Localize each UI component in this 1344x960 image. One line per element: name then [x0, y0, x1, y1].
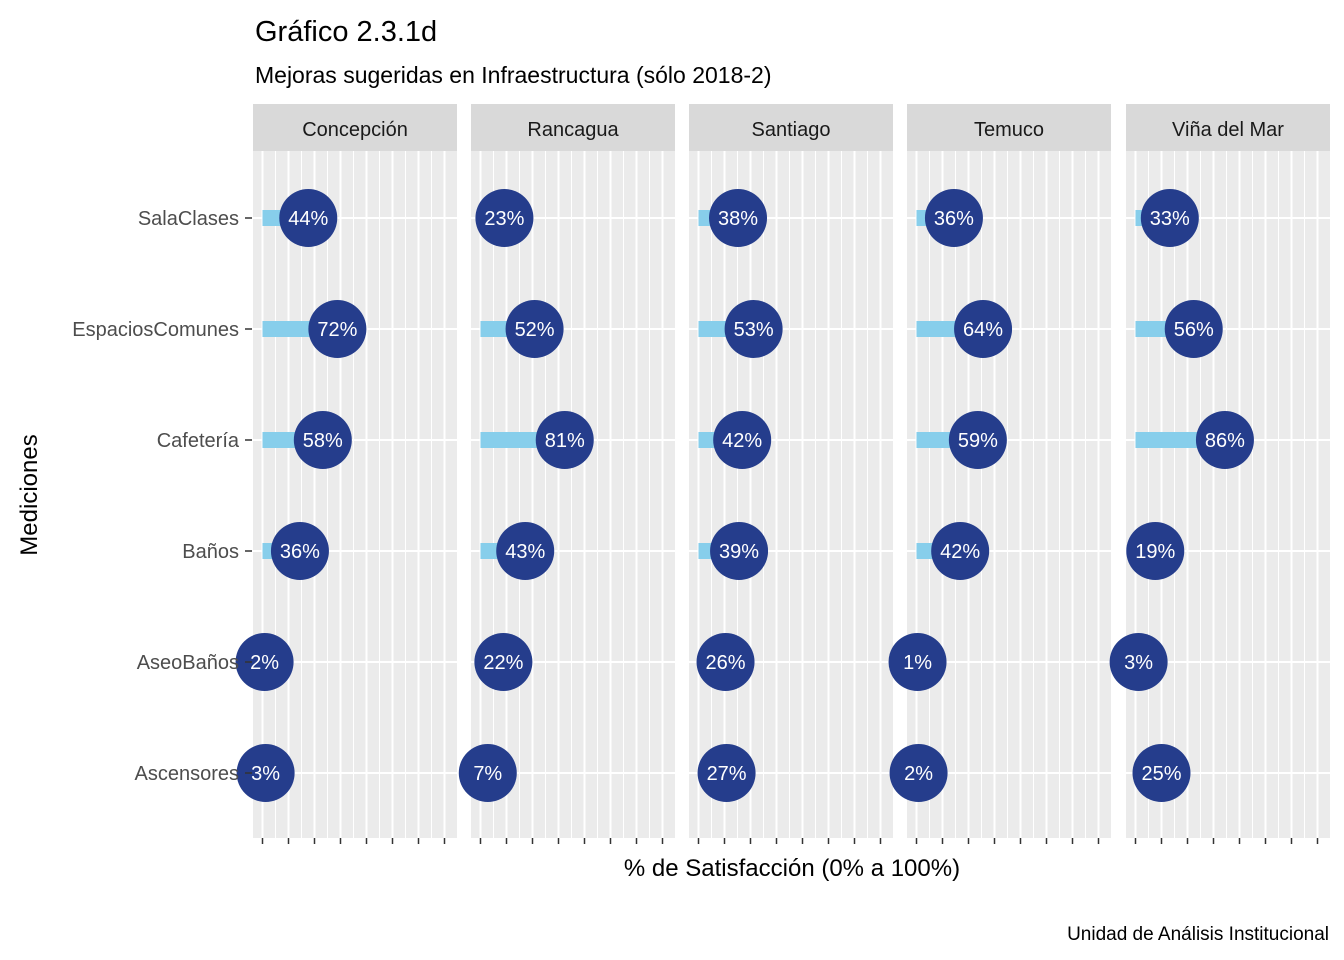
data-label: 72% [317, 319, 357, 341]
lollipop-point [1195, 411, 1254, 469]
data-label: 52% [515, 319, 555, 341]
lollipop-point [696, 633, 755, 691]
lollipop-point [1140, 189, 1199, 247]
lollipop-point [724, 300, 783, 358]
lollipop-point [270, 522, 329, 580]
facet-strip [907, 104, 1111, 151]
facet-strip-label: Viña del Mar [1172, 119, 1284, 141]
data-label: 42% [722, 430, 762, 452]
facet-panel: Viña del Mar 33% 56% 86% 19% 3% 25% [1109, 104, 1330, 844]
data-label: 23% [484, 208, 524, 230]
panel-background [1126, 151, 1330, 838]
lollipop-point [236, 744, 295, 802]
facet-panel: Rancagua 23% 52% 81% 43% 22% 7% [458, 104, 675, 844]
facet-strip [689, 104, 893, 151]
lollipop-point [948, 411, 1007, 469]
facet-strip-label: Temuco [974, 119, 1044, 141]
lollipop-point [308, 300, 367, 358]
data-label: 53% [734, 319, 774, 341]
lollipop-point [1109, 633, 1168, 691]
data-label: 2% [904, 763, 933, 785]
data-label: 44% [288, 208, 328, 230]
y-tick-label: Cafetería [157, 430, 240, 452]
lollipop-point [1164, 300, 1223, 358]
panel-background [471, 151, 675, 838]
lollipop-point [279, 189, 338, 247]
y-tick-label: Ascensores [135, 763, 240, 785]
data-label: 86% [1205, 430, 1245, 452]
panel-background [689, 151, 893, 838]
data-label: 3% [1124, 652, 1153, 674]
facet-strip-label: Rancagua [527, 119, 619, 141]
chart-caption: Unidad de Análisis Institucional [1067, 924, 1329, 945]
lollipop-point [889, 744, 948, 802]
facet-strip-label: Santiago [752, 119, 831, 141]
data-label: 39% [719, 541, 759, 563]
chart-title: Gráfico 2.3.1d [255, 16, 437, 48]
data-label: 42% [940, 541, 980, 563]
y-tick-label: SalaClases [138, 208, 239, 230]
lollipop-point [931, 522, 990, 580]
lollipop-point [713, 411, 772, 469]
lollipop-point [1126, 522, 1185, 580]
lollipop-point [697, 744, 756, 802]
lollipop-point [924, 189, 983, 247]
data-label: 27% [707, 763, 747, 785]
data-label: 36% [934, 208, 974, 230]
lollipop-point [710, 522, 769, 580]
data-label: 81% [545, 430, 585, 452]
facet-panel: Concepción 44% 72% 58% 36% 2% 3% [235, 104, 457, 844]
data-label: 2% [250, 652, 279, 674]
y-tick-label: EspaciosComunes [72, 319, 239, 341]
data-label: 36% [280, 541, 320, 563]
lollipop-point [235, 633, 294, 691]
y-tick-label: AseoBaños [137, 652, 239, 674]
data-label: 43% [505, 541, 545, 563]
data-label: 7% [473, 763, 502, 785]
lollipop-point [505, 300, 564, 358]
lollipop-point [474, 633, 533, 691]
chart-subtitle: Mejoras sugeridas en Infraestructura (só… [255, 62, 771, 88]
lollipop-point [709, 189, 768, 247]
data-label: 64% [963, 319, 1003, 341]
data-label: 19% [1135, 541, 1175, 563]
lollipop-point [475, 189, 534, 247]
data-label: 38% [718, 208, 758, 230]
facet-strip [471, 104, 675, 151]
lollipop-point [458, 744, 517, 802]
data-label: 58% [303, 430, 343, 452]
facet-panels: Concepción 44% 72% 58% 36% 2% 3% Rancagua 23% 52%… [235, 104, 1330, 844]
facet-strip-label: Concepción [302, 119, 408, 141]
y-axis-labels: SalaClases EspaciosComunes Cafetería Baños A… [72, 208, 252, 785]
y-axis-title: Mediciones [16, 434, 43, 555]
data-label: 3% [251, 763, 280, 785]
data-label: 59% [958, 430, 998, 452]
facet-panel: Santiago 38% 53% 42% 39% 26% 27% [689, 104, 893, 844]
lollipop-point [293, 411, 352, 469]
x-axis-title: % de Satisfacción (0% a 100%) [624, 855, 960, 882]
data-label: 33% [1150, 208, 1190, 230]
data-label: 1% [903, 652, 932, 674]
lollipop-point [496, 522, 555, 580]
lollipop-point [1132, 744, 1191, 802]
lollipop-point [954, 300, 1013, 358]
lollipop-point [888, 633, 947, 691]
panel-background [907, 151, 1111, 838]
facet-strip [1126, 104, 1330, 151]
data-label: 56% [1174, 319, 1214, 341]
data-label: 26% [706, 652, 746, 674]
facet-panel: Temuco 36% 64% 59% 42% 1% 2% [888, 104, 1111, 844]
facet-strip [253, 104, 457, 151]
panel-background [253, 151, 457, 838]
data-label: 22% [483, 652, 523, 674]
y-tick-label: Baños [182, 541, 239, 563]
lollipop-point [535, 411, 594, 469]
data-label: 25% [1141, 763, 1181, 785]
